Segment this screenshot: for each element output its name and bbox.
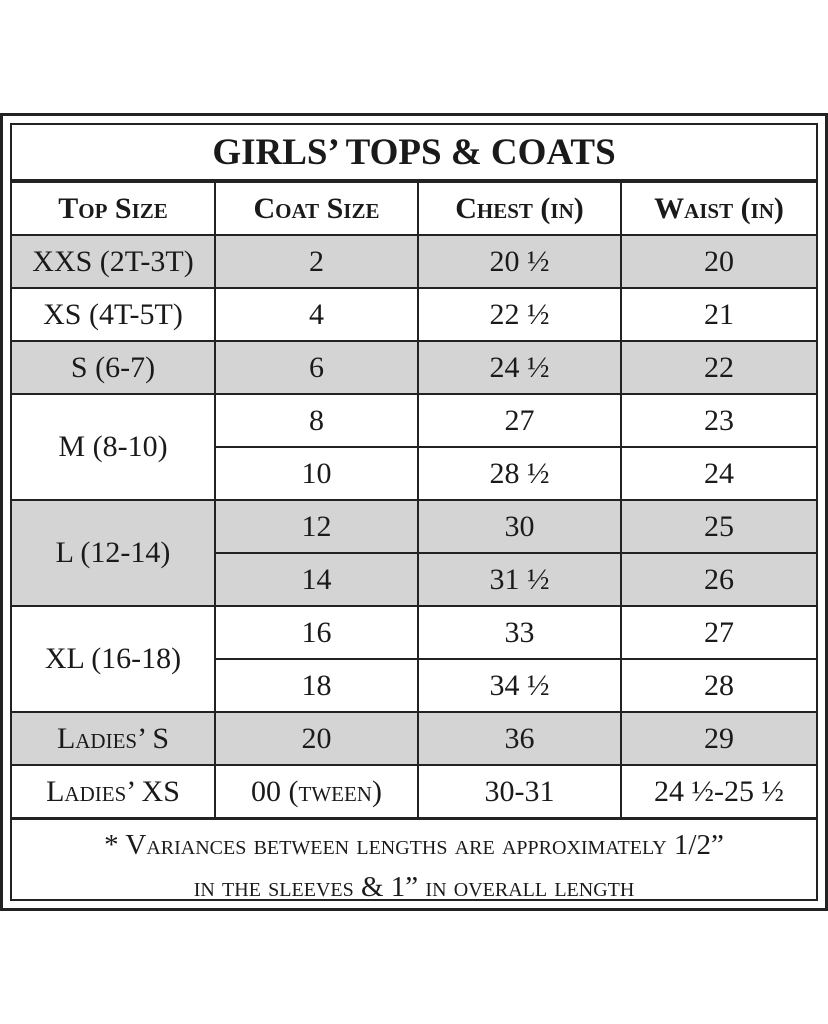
top-size-cell: XL (16-18) bbox=[12, 605, 216, 713]
footnote-line: * Variances between lengths are approxim… bbox=[104, 829, 724, 861]
cell: 36 bbox=[417, 711, 622, 766]
cell: 20 bbox=[214, 711, 419, 766]
cell: 30-31 bbox=[417, 764, 622, 820]
cell: 14 bbox=[215, 552, 419, 607]
cell: 30 bbox=[417, 499, 622, 554]
inner-frame: GIRLS’ TOPS & COATS Top Size Coat Size Che… bbox=[10, 123, 818, 903]
cell: 24 ½-25 ½ bbox=[620, 764, 816, 820]
cell: 22 bbox=[620, 340, 816, 395]
title: GIRLS’ TOPS & COATS bbox=[12, 125, 816, 181]
cell: 6 bbox=[214, 340, 419, 395]
header-row: Top Size Coat Size Chest (in) Waist (in) bbox=[12, 181, 816, 236]
cell: 18 bbox=[215, 658, 419, 713]
cell: 31 ½ bbox=[417, 552, 622, 607]
column-header: Chest (in) bbox=[417, 181, 622, 236]
cell: 34 ½ bbox=[417, 658, 622, 713]
top-size-cell: Ladies’ S bbox=[12, 711, 216, 766]
cell: 24 bbox=[620, 446, 816, 501]
cell: 33 bbox=[417, 605, 622, 660]
table-row: M (8-10) 8 27 23 bbox=[12, 393, 816, 501]
cell: 21 bbox=[620, 287, 816, 342]
cell: 10 bbox=[215, 446, 419, 501]
cell: 4 bbox=[214, 287, 419, 342]
top-size-cell: S (6-7) bbox=[12, 340, 216, 395]
cell: 00 (tween) bbox=[214, 764, 419, 820]
size-table: Top Size Coat Size Chest (in) Waist (in) XX… bbox=[12, 181, 816, 820]
cell: 28 bbox=[620, 658, 816, 713]
table-row: S (6-7) 6 24 ½ 22 bbox=[12, 340, 816, 395]
top-size-cell: M (8-10) bbox=[12, 393, 216, 501]
cell: 24 ½ bbox=[417, 340, 622, 395]
column-header: Top Size bbox=[12, 181, 216, 236]
cell: 26 bbox=[620, 552, 816, 607]
column-header: Coat Size bbox=[214, 181, 419, 236]
top-size-cell: Ladies’ XS bbox=[12, 764, 216, 820]
cell: 25 bbox=[620, 499, 816, 554]
cell: 27 bbox=[417, 393, 622, 448]
footnote: * Variances between lengths are approxim… bbox=[12, 820, 816, 908]
cell: 20 ½ bbox=[417, 234, 622, 289]
cell: 20 bbox=[620, 234, 816, 289]
cell: 29 bbox=[620, 711, 816, 766]
table-body: XXS (2T-3T) 2 20 ½ 20 XS (4T-5T) 4 22 ½ 21 S (6-… bbox=[12, 234, 816, 820]
table-row: L (12-14) 12 30 25 bbox=[12, 499, 816, 607]
footnote-line: in the sleeves & 1” in overall length bbox=[193, 871, 635, 903]
table-row: 10 28 ½ 24 bbox=[12, 446, 816, 501]
cell: 12 bbox=[214, 499, 419, 554]
table-row: 18 34 ½ 28 bbox=[12, 658, 816, 713]
table-row: XXS (2T-3T) 2 20 ½ 20 bbox=[12, 234, 816, 289]
cell: 28 ½ bbox=[417, 446, 622, 501]
top-size-cell: L (12-14) bbox=[12, 499, 216, 607]
top-size-cell: XS (4T-5T) bbox=[12, 287, 216, 342]
cell: 23 bbox=[620, 393, 816, 448]
table-row: Ladies’ S 20 36 29 bbox=[12, 711, 816, 766]
cell: 2 bbox=[214, 234, 419, 289]
cell: 16 bbox=[214, 605, 419, 660]
cell: 27 bbox=[620, 605, 816, 660]
cell: 8 bbox=[214, 393, 419, 448]
table-row: XS (4T-5T) 4 22 ½ 21 bbox=[12, 287, 816, 342]
table-row: XL (16-18) 16 33 27 bbox=[12, 605, 816, 713]
table-row: Ladies’ XS 00 (tween) 30-31 24 ½-25 ½ bbox=[12, 764, 816, 820]
frame: GIRLS’ TOPS & COATS Top Size Coat Size Che… bbox=[0, 113, 828, 911]
column-header: Waist (in) bbox=[620, 181, 816, 236]
top-size-cell: XXS (2T-3T) bbox=[12, 234, 216, 289]
cell: 22 ½ bbox=[417, 287, 622, 342]
